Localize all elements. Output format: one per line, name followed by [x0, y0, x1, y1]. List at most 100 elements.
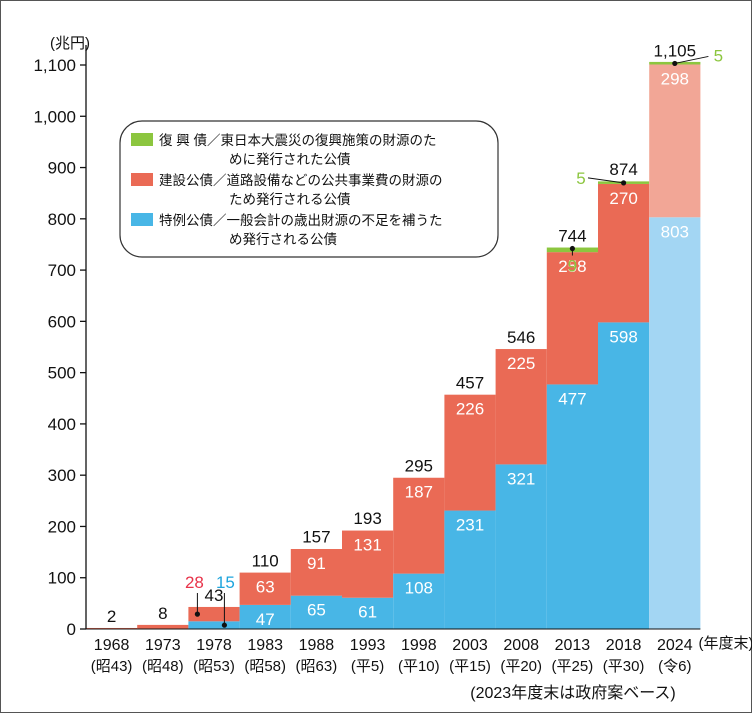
special-value-label: 61	[358, 603, 377, 622]
bar-special	[598, 322, 650, 629]
bar-construction	[290, 549, 342, 596]
note-text: (2023年度末は政府案ベース)	[470, 684, 675, 702]
construction-value-label: 131	[353, 536, 381, 555]
y-tick-label: 800	[48, 210, 76, 229]
callout-dot-construction	[194, 611, 200, 617]
y-tick-label: 900	[48, 159, 76, 178]
bar-special	[444, 510, 496, 629]
legend-construction-line1: 建設公債／道路設備などの公共事業費の財源の	[159, 173, 443, 188]
x-tick-label-year: 2008	[503, 637, 539, 654]
bar-special	[290, 595, 342, 629]
y-tick-label: 700	[48, 261, 76, 280]
x-tick-label-year: 2018	[606, 637, 642, 654]
bar-special	[495, 464, 547, 629]
x-tick-label-era: (平25)	[552, 658, 594, 675]
bar-special	[546, 384, 598, 629]
bar-special	[393, 573, 445, 629]
legend-special-line2: め発行される公債	[229, 232, 337, 247]
total-label: 8	[158, 604, 167, 623]
total-label: 2	[107, 607, 116, 626]
bar-special	[239, 604, 291, 629]
bar-special	[188, 621, 240, 629]
total-label: 1,105	[654, 41, 697, 60]
legend-box	[119, 120, 499, 258]
callout-line-reconstruction	[587, 177, 624, 184]
y-tick-label: 400	[48, 415, 76, 434]
x-tick-label-year: 1998	[401, 637, 437, 654]
y-tick-label: 500	[48, 364, 76, 383]
x-unit-label: (年度末)	[699, 635, 752, 652]
x-tick-label-era: (令6)	[658, 658, 691, 675]
bar-construction	[188, 606, 240, 622]
x-tick-label-era: (昭48)	[142, 658, 184, 675]
total-label: 874	[609, 160, 637, 179]
y-tick-label: 600	[48, 312, 76, 331]
construction-value-label: 298	[661, 69, 689, 88]
bar-special	[649, 217, 701, 629]
bar-construction	[342, 530, 394, 598]
special-value-label: 65	[307, 601, 326, 620]
total-label: 43	[205, 586, 224, 605]
x-tick-label-era: (平15)	[449, 658, 491, 675]
x-tick-label-year: 1993	[350, 637, 386, 654]
x-tick-label-year: 1968	[94, 637, 130, 654]
y-tick-label: 300	[48, 466, 76, 485]
total-label: 457	[456, 374, 484, 393]
y-tick-label: 0	[67, 620, 76, 639]
total-label: 744	[558, 227, 586, 246]
bar-construction	[137, 624, 189, 629]
x-tick-label-year: 1973	[145, 637, 181, 654]
legend-swatch-reconstruction	[131, 133, 153, 146]
y-tick-label: 100	[48, 569, 76, 588]
x-tick-label-era: (昭43)	[91, 658, 133, 675]
construction-value-label: 28	[185, 573, 204, 592]
special-value-label: 598	[609, 327, 637, 346]
legend-swatch-special	[131, 213, 153, 226]
legend-reconstruction-line1: 復 興 債／東日本大震災の復興施策の財源のた	[159, 132, 437, 148]
callout-line-reconstruction	[674, 55, 709, 64]
special-value-label: 321	[507, 469, 535, 488]
bar-construction	[393, 477, 445, 574]
legend-special-line1: 特例公債／一般会計の歳出財源の不足を補うた	[159, 213, 443, 228]
x-tick-label-era: (昭63)	[296, 658, 338, 675]
x-tick-label-era: (昭58)	[244, 658, 286, 675]
y-tick-label: 1,100	[33, 56, 76, 75]
bar-construction	[239, 572, 291, 605]
legend-reconstruction-line2: めに発行された公債	[229, 152, 351, 167]
x-tick-label-era: (昭53)	[193, 658, 235, 675]
special-value-label: 477	[558, 389, 586, 408]
bar-construction	[86, 627, 138, 629]
x-tick-label-year: 1978	[196, 637, 232, 654]
bar-construction	[598, 183, 650, 323]
construction-value-label: 258	[558, 257, 586, 276]
legend-swatch-construction	[131, 173, 153, 186]
y-tick-label: 1,000	[33, 107, 76, 126]
x-tick-label-era: (平5)	[351, 658, 384, 675]
total-label: 295	[405, 457, 433, 476]
reconstruction-value-label: 5	[714, 46, 723, 65]
data-labels: 1968 (昭43) 1973 (昭48) 1978 (昭53) 1983 (昭58) 1988…	[91, 41, 723, 675]
total-label: 193	[353, 509, 381, 528]
legend-construction-line2: ため発行される公債	[229, 192, 351, 207]
x-tick-label-year: 2024	[657, 637, 693, 654]
special-value-label: 231	[456, 516, 484, 535]
bar-construction	[495, 349, 547, 465]
bar-construction	[546, 252, 598, 385]
legend: 復 興 債／東日本大震災の復興施策の財源のた めに発行された公債 建設公債／道路…	[119, 120, 499, 258]
bar-construction	[444, 394, 496, 511]
total-label: 157	[302, 528, 330, 547]
reconstruction-value-label: 9	[568, 257, 577, 276]
x-tick-label-era: (平30)	[603, 658, 645, 675]
construction-value-label: 226	[456, 400, 484, 419]
bar-special	[342, 597, 394, 629]
construction-value-label: 63	[256, 578, 275, 597]
special-value-label: 108	[405, 579, 433, 598]
y-axis: 0 100 200 300 400 500 600 700 800 900 1,000 1,100	[33, 45, 701, 639]
construction-value-label: 187	[405, 483, 433, 502]
construction-value-label: 225	[507, 354, 535, 373]
x-tick-label-era: (平10)	[398, 658, 440, 675]
construction-value-label: 270	[609, 189, 637, 208]
x-tick-label-year: 1988	[299, 637, 335, 654]
bars	[86, 61, 701, 629]
